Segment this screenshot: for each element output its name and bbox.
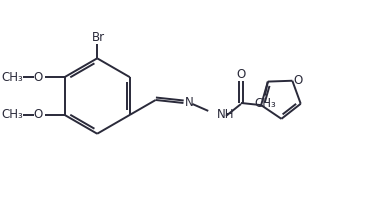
Text: N: N [185,96,194,109]
Text: O: O [294,74,303,87]
Text: CH₃: CH₃ [254,97,276,110]
Text: Br: Br [92,31,105,44]
Text: O: O [33,108,42,121]
Text: CH₃: CH₃ [1,71,23,84]
Text: NH: NH [217,108,235,121]
Text: O: O [236,68,246,81]
Text: CH₃: CH₃ [1,108,23,121]
Text: O: O [33,71,42,84]
